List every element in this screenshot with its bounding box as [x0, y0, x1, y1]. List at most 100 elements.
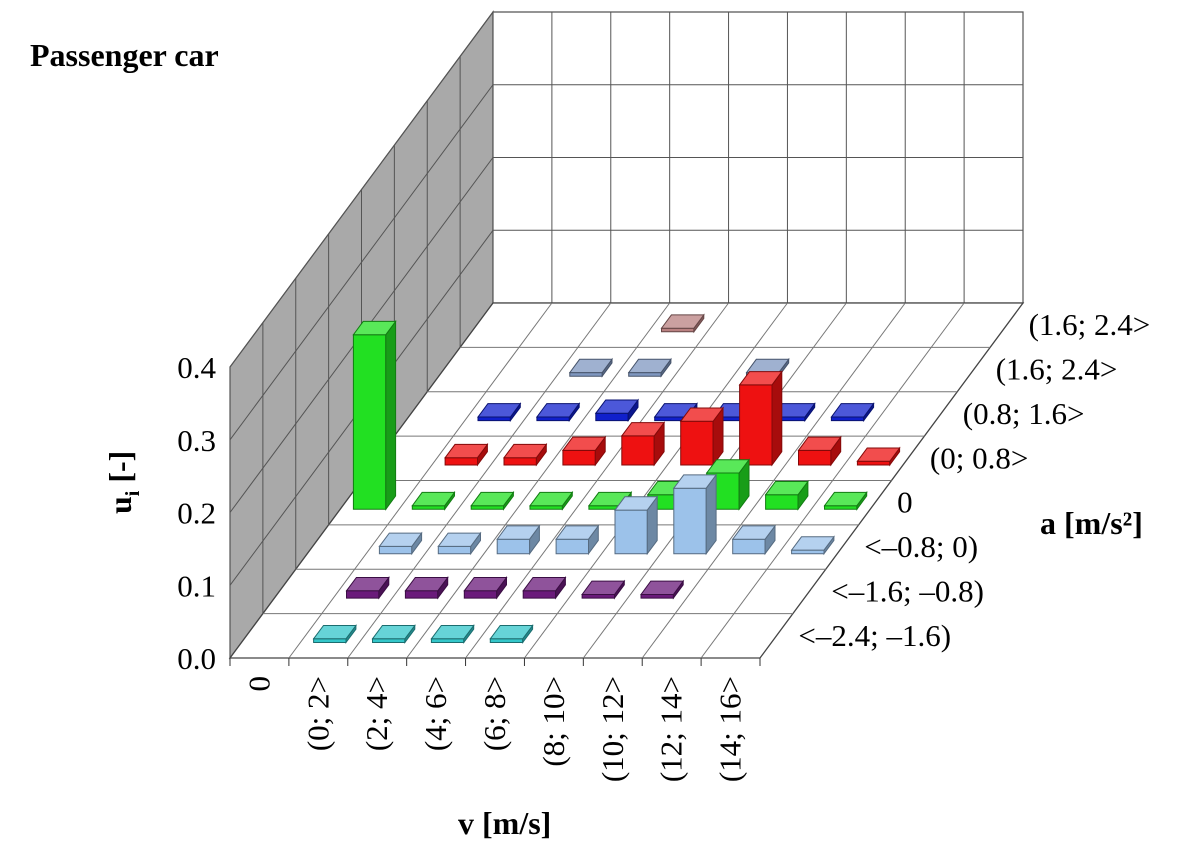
bar-front	[470, 505, 504, 510]
bar-front	[536, 416, 570, 422]
bar-front	[621, 435, 655, 466]
bar-top	[411, 491, 456, 507]
z-tick-label: (0.8; 1.6>	[963, 396, 1085, 431]
chart-labels: 0.0 0.1 0.2 0.3 0.4 0 (0; 2> (2; 4> (4; 6> (6; 8>…	[177, 307, 1150, 782]
bar-top	[378, 532, 423, 547]
z-tick-label: <–1.6; –0.8)	[831, 573, 984, 608]
bar	[430, 623, 475, 645]
bar	[470, 490, 515, 511]
bar	[463, 575, 508, 600]
x-tick-label: (14; 16>	[713, 676, 748, 782]
x-tick-label: (4; 6>	[418, 676, 453, 751]
bar-front	[614, 509, 648, 555]
bar-top	[352, 320, 397, 336]
bar-top	[856, 447, 901, 462]
bar-front	[732, 538, 766, 555]
bar	[378, 531, 423, 556]
x-tick-label: (12; 14>	[654, 676, 689, 782]
bar-top	[371, 625, 416, 640]
bar-front	[856, 460, 891, 466]
y-tick-label: 0.4	[177, 350, 216, 385]
bar-front	[477, 416, 511, 422]
bar-top	[555, 525, 600, 540]
bar-top	[496, 525, 541, 540]
bar	[738, 370, 783, 467]
x-tick-label: (0; 2>	[300, 676, 335, 751]
bar-front	[581, 594, 615, 599]
bar-front	[372, 638, 406, 643]
bar-top	[627, 358, 672, 374]
y-tick-label: 0.2	[177, 496, 216, 531]
x-tick-label: (6; 8>	[477, 676, 512, 751]
x-tick-label: (2; 4>	[359, 676, 394, 751]
bar	[731, 524, 776, 556]
bar	[568, 357, 613, 378]
bar-front	[378, 545, 413, 555]
bar-top	[503, 443, 548, 459]
bar	[555, 524, 600, 556]
bar-top	[568, 358, 613, 374]
bar-top	[830, 403, 875, 418]
bar-front	[798, 449, 832, 466]
bar-top	[444, 443, 489, 459]
bar-top	[614, 496, 659, 511]
bar	[640, 579, 685, 600]
bar-side	[385, 319, 397, 511]
bar-top	[823, 491, 868, 507]
bar-top	[463, 577, 508, 592]
bar	[561, 435, 607, 467]
chart-bars	[312, 313, 901, 645]
z-axis-label: a [m/s²]	[1040, 505, 1143, 541]
bar-front	[791, 549, 825, 555]
bar-front	[739, 384, 773, 466]
bar-top	[660, 314, 705, 329]
bar	[620, 421, 666, 467]
z-tick-label: (0; 0.8>	[930, 440, 1028, 475]
bar	[594, 398, 639, 423]
bar-front	[503, 457, 537, 466]
bar	[672, 473, 718, 556]
bar-front	[765, 494, 799, 510]
bar-front	[595, 412, 629, 422]
bar-top	[535, 403, 581, 418]
bar-front	[463, 590, 498, 599]
bar	[535, 402, 581, 423]
z-tick-label: (1.6; 2.4>	[996, 352, 1118, 387]
bar	[627, 357, 672, 378]
bar-top	[489, 625, 534, 640]
bar-front	[661, 327, 695, 333]
y-tick-label: 0.1	[177, 568, 216, 603]
bar	[352, 319, 397, 511]
y-axis-label: ui [-]	[102, 451, 144, 514]
bar	[823, 490, 868, 511]
x-tick-label: (10; 12>	[595, 676, 630, 782]
bar-top	[594, 399, 639, 414]
bar	[581, 579, 626, 600]
bar-front	[673, 487, 707, 555]
bar-top	[561, 436, 607, 451]
bar-front	[313, 638, 347, 643]
bar	[489, 623, 534, 645]
bar-front	[824, 505, 858, 510]
x-axis-label: v [m/s]	[458, 805, 551, 841]
chart-title: Passenger car	[30, 37, 219, 73]
bar	[614, 495, 659, 556]
bar-top	[672, 474, 718, 489]
bar	[529, 490, 574, 511]
bar-top	[797, 436, 842, 451]
bar-front	[628, 372, 662, 377]
z-tick-label: <–0.8; 0)	[864, 529, 978, 564]
bar-top	[581, 580, 626, 595]
bar-top	[345, 577, 390, 592]
bar	[830, 402, 875, 423]
bar-top	[640, 580, 685, 595]
bar-front	[489, 638, 524, 643]
bar	[496, 524, 541, 556]
bar	[312, 623, 357, 645]
bar-top	[790, 536, 835, 551]
bar-top	[477, 403, 522, 418]
bar-front	[496, 538, 531, 555]
bar-front	[352, 334, 387, 510]
bar-front	[437, 545, 472, 555]
